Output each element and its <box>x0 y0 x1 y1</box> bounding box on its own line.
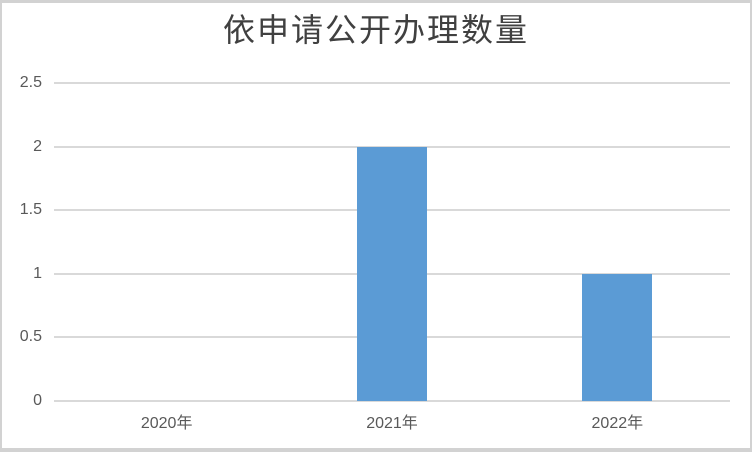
y-axis-tick-label: 1.5 <box>19 201 42 219</box>
x-axis-category-label: 2020年 <box>140 415 193 432</box>
y-axis-tick-label: 2.5 <box>19 74 42 91</box>
y-axis-tick-label: 0.5 <box>19 328 42 346</box>
x-axis-category-label: 2021年 <box>366 415 418 432</box>
y-axis-tick-label: 1 <box>33 264 42 282</box>
gridline <box>54 82 730 84</box>
x-axis-category-label: 2022年 <box>591 415 644 432</box>
gridline <box>54 400 730 402</box>
y-axis-tick-label: 2 <box>33 137 42 155</box>
bar-2022年 <box>582 273 653 401</box>
bar-2021年 <box>357 146 427 401</box>
chart-title: 依申请公开办理数量 <box>222 11 529 49</box>
y-axis-tick-label: 0 <box>33 392 42 409</box>
